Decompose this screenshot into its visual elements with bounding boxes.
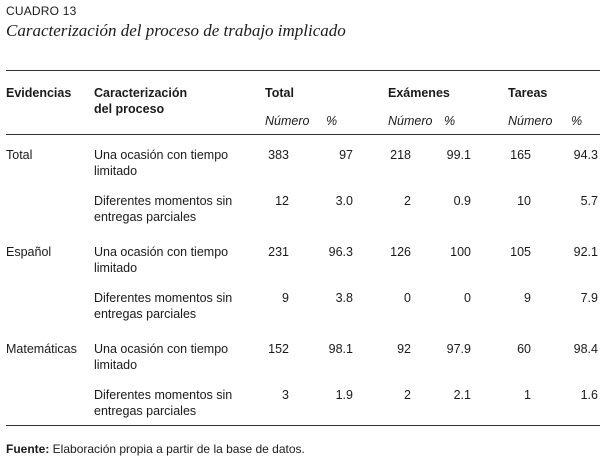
cell-an: 10 [517,194,531,208]
cell-an: 165 [510,148,531,162]
process-line2: entregas parciales [94,210,197,224]
subheader-examenes-pct: % [444,114,456,128]
cell-tp: 3.8 [335,291,353,305]
cell-ap: 98.4 [573,342,598,356]
cell-an: 9 [524,291,531,305]
cell-tp: 96.3 [328,245,353,259]
cell-tp: 1.9 [335,388,353,402]
cell-tn: 383 [268,148,289,162]
process-line2: entregas parciales [94,404,197,418]
cell-tn: 9 [282,291,289,305]
table-title: Caracterización del proceso de trabajo i… [6,21,346,40]
top-rule [6,70,600,71]
cell-tn: 231 [268,245,289,259]
cell-ap: 94.3 [573,148,598,162]
cell-ep: 0 [464,291,471,305]
process-line1: Una ocasión con tiempo [94,342,229,356]
header-caracterizacion-line1: Caracterización [94,86,188,100]
process-line1: Diferentes momentos sin [94,388,233,402]
cell-ep: 100 [450,245,471,259]
header-tareas: Tareas [508,86,548,100]
header-rule [6,134,600,135]
process-line2: limitado [94,164,138,178]
process-line2: limitado [94,261,138,275]
cell-an: 1 [524,388,531,402]
header-evidencias: Evidencias [6,86,72,100]
cell-ep: 97.9 [446,342,471,356]
cell-en: 0 [404,291,411,305]
group-label: Matemáticas [6,342,77,356]
footnote-label: Fuente: [6,442,50,456]
cell-an: 60 [517,342,531,356]
cell-en: 218 [390,148,411,162]
cell-tn: 3 [282,388,289,402]
cell-ep: 2.1 [453,388,471,402]
subheader-tareas-pct: % [571,114,583,128]
cell-ep: 99.1 [446,148,471,162]
process-line1: Una ocasión con tiempo [94,148,229,162]
process-line1: Una ocasión con tiempo [94,245,229,259]
process-line1: Diferentes momentos sin [94,291,233,305]
cell-ap: 92.1 [573,245,598,259]
header-total: Total [265,86,294,100]
cell-en: 2 [404,388,411,402]
subheader-examenes-numero: Número [388,114,433,128]
cell-tp: 97 [339,148,353,162]
cell-tn: 152 [268,342,289,356]
subheader-total-pct: % [326,114,338,128]
process-line2: limitado [94,358,138,372]
bottom-rule [6,425,600,426]
cell-an: 105 [510,245,531,259]
cell-ap: 5.7 [580,194,598,208]
subheader-total-numero: Número [265,114,310,128]
header-examenes: Exámenes [388,86,450,100]
table-caption: CUADRO 13 [6,4,77,18]
cell-ep: 0.9 [453,194,471,208]
cell-tp: 98.1 [328,342,353,356]
footnote-text: Elaboración propia a partir de la base d… [49,442,305,456]
cell-tn: 12 [275,194,289,208]
group-label: Español [6,245,52,259]
group-label: Total [6,148,33,162]
cell-ap: 7.9 [580,291,598,305]
subheader-tareas-numero: Número [508,114,553,128]
header-caracterizacion-line2: del proceso [94,102,165,116]
cell-tp: 3.0 [335,194,353,208]
cell-ap: 1.6 [580,388,598,402]
cell-en: 126 [390,245,411,259]
table-footnote: Fuente: Elaboración propia a partir de l… [6,442,305,456]
process-line1: Diferentes momentos sin [94,194,233,208]
cell-en: 2 [404,194,411,208]
cell-en: 92 [397,342,411,356]
process-line2: entregas parciales [94,307,197,321]
